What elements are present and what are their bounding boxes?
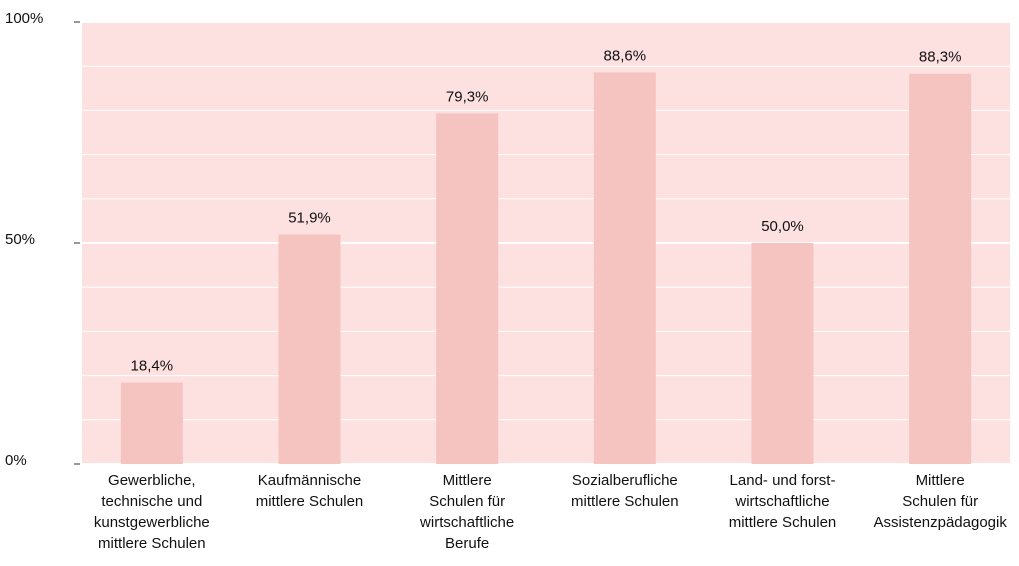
x-tick-label: Mittlere Schulen für Assistenzpädagogik — [873, 472, 1007, 531]
bar — [593, 72, 656, 464]
bar — [278, 234, 341, 464]
x-tick-label: Sozialberufliche mittlere Schulen — [571, 472, 679, 510]
data-label: 18,4% — [131, 358, 174, 375]
data-label: 79,3% — [446, 88, 489, 105]
x-tick-label: Kaufmännische mittlere Schulen — [255, 472, 364, 510]
bar — [120, 382, 183, 464]
bar — [436, 113, 499, 464]
bar — [751, 243, 814, 464]
data-label: 50,0% — [761, 218, 804, 235]
data-label: 88,6% — [604, 47, 647, 64]
x-tick-label: Land- und forst- wirtschaftliche mittler… — [728, 472, 837, 531]
data-label: 88,3% — [919, 49, 962, 66]
bar — [909, 73, 972, 465]
x-tick-label: Mittlere Schulen für wirtschaftliche Ber… — [420, 472, 515, 552]
y-tick-label: 100% — [5, 10, 43, 27]
data-label: 51,9% — [288, 210, 331, 227]
y-tick-label: 50% — [5, 231, 35, 248]
x-tick-label: Gewerbliche, technische und kunstgewerbl… — [93, 472, 210, 552]
y-tick-label: 0% — [5, 452, 27, 469]
